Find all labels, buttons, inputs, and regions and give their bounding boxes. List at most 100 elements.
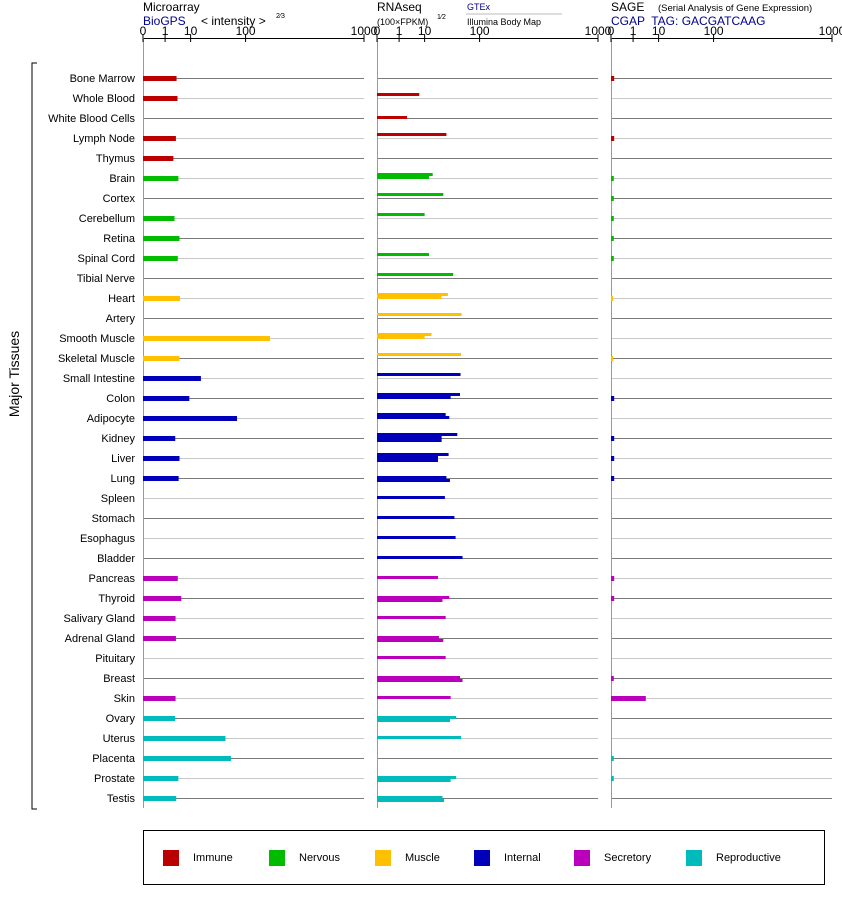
category-label: Adipocyte: [87, 413, 135, 425]
legend-label: Internal: [504, 852, 541, 864]
category-label: Colon: [106, 393, 135, 405]
bar: [611, 776, 614, 781]
bar: [377, 656, 446, 659]
rnaseq-title: RNAseq: [377, 0, 422, 14]
bar: [377, 253, 429, 256]
bar: [143, 176, 179, 181]
bar: [611, 356, 614, 361]
bar: [377, 679, 463, 682]
bar: [377, 353, 462, 356]
legend-item-internal: Internal: [474, 850, 541, 866]
microarray-source: BioGPS: [143, 14, 186, 28]
panel-sage: 0 1 10 100 1000: [608, 24, 842, 808]
category-label: Lymph Node: [73, 133, 135, 145]
bar: [377, 799, 445, 802]
category-label: Ovary: [106, 713, 136, 725]
bar: [377, 416, 450, 419]
bar: [377, 453, 449, 456]
legend-label: Muscle: [405, 852, 440, 864]
category-label: Testis: [107, 793, 136, 805]
bar: [611, 196, 614, 201]
legend-label: Secretory: [604, 852, 652, 864]
titles: Microarray BioGPS < intensity > 2⁄3 RNAs…: [6, 0, 812, 417]
major-tissues-label: Major Tissues: [6, 331, 22, 417]
category-label: Kidney: [101, 433, 135, 445]
bar: [143, 156, 174, 161]
legend-swatch: [269, 850, 285, 866]
x-tick-label: 0: [374, 24, 381, 38]
bar: [377, 213, 425, 216]
bar: [377, 636, 439, 639]
bar: [377, 296, 442, 299]
bar: [143, 376, 201, 381]
legend-swatch: [686, 850, 702, 866]
bar: [377, 616, 446, 619]
category-label: Pancreas: [89, 573, 136, 585]
category-label: Small Intestine: [63, 373, 135, 385]
bar: [377, 393, 461, 396]
rnaseq-source-gtex: GTEx: [467, 2, 491, 12]
bar: [143, 756, 231, 761]
bar: [377, 333, 432, 336]
bar: [377, 476, 447, 479]
bar: [377, 676, 461, 679]
bar: [143, 576, 178, 581]
legend-item-reproductive: Reproductive: [686, 850, 781, 866]
bar: [611, 236, 614, 241]
category-label: Skeletal Muscle: [58, 353, 135, 365]
bar: [377, 736, 462, 739]
x-tick-label: 1000: [351, 24, 378, 38]
bar: [377, 456, 438, 459]
bar: [611, 396, 615, 401]
microarray-units: < intensity >: [201, 14, 266, 28]
bar: [377, 173, 433, 176]
bar: [143, 736, 226, 741]
legend-swatch: [375, 850, 391, 866]
bar: [143, 436, 176, 441]
x-tick-label: 100: [704, 24, 724, 38]
bar: [143, 716, 176, 721]
bar: [377, 396, 451, 399]
bar: [611, 256, 614, 261]
bar: [143, 456, 180, 461]
bar: [611, 756, 614, 761]
bar: [377, 796, 443, 799]
bar: [377, 176, 429, 179]
bar: [611, 216, 614, 221]
panels: 011010010000110100100001101001000Bone Ma…: [48, 24, 842, 808]
x-tick-label: 1: [396, 24, 403, 38]
x-tick-label: 1000: [819, 24, 842, 38]
bar: [377, 413, 446, 416]
legend: Immune Nervous Muscle Internal Secretory Repr…: [143, 830, 825, 885]
legend-swatch: [163, 850, 179, 866]
category-label: Lung: [111, 473, 135, 485]
category-label: Spleen: [101, 493, 135, 505]
category-label: Stomach: [92, 513, 135, 525]
bar: [143, 96, 178, 101]
rnaseq-units: (100×FPKM): [377, 17, 428, 27]
bar: [377, 516, 455, 519]
microarray-units-exponent: 2⁄3: [276, 13, 285, 20]
x-tick-label: 10: [652, 24, 666, 38]
x-tick-label: 100: [470, 24, 490, 38]
bar: [377, 639, 444, 642]
x-tick-label: 1000: [585, 24, 612, 38]
category-label: Esophagus: [80, 533, 136, 545]
bar: [377, 779, 451, 782]
bar: [377, 696, 451, 699]
sage-title: SAGE: [611, 0, 644, 14]
bar: [143, 396, 190, 401]
category-label: Skin: [114, 693, 135, 705]
category-label: Thyroid: [98, 593, 135, 605]
bar: [377, 556, 463, 559]
bar: [611, 696, 646, 701]
bar: [143, 76, 177, 81]
bar: [377, 93, 420, 96]
bar: [377, 436, 442, 439]
bar: [377, 599, 443, 602]
category-label: Whole Blood: [73, 93, 135, 105]
bar: [377, 776, 457, 779]
x-tick-label: 10: [418, 24, 432, 38]
bar: [377, 719, 450, 722]
